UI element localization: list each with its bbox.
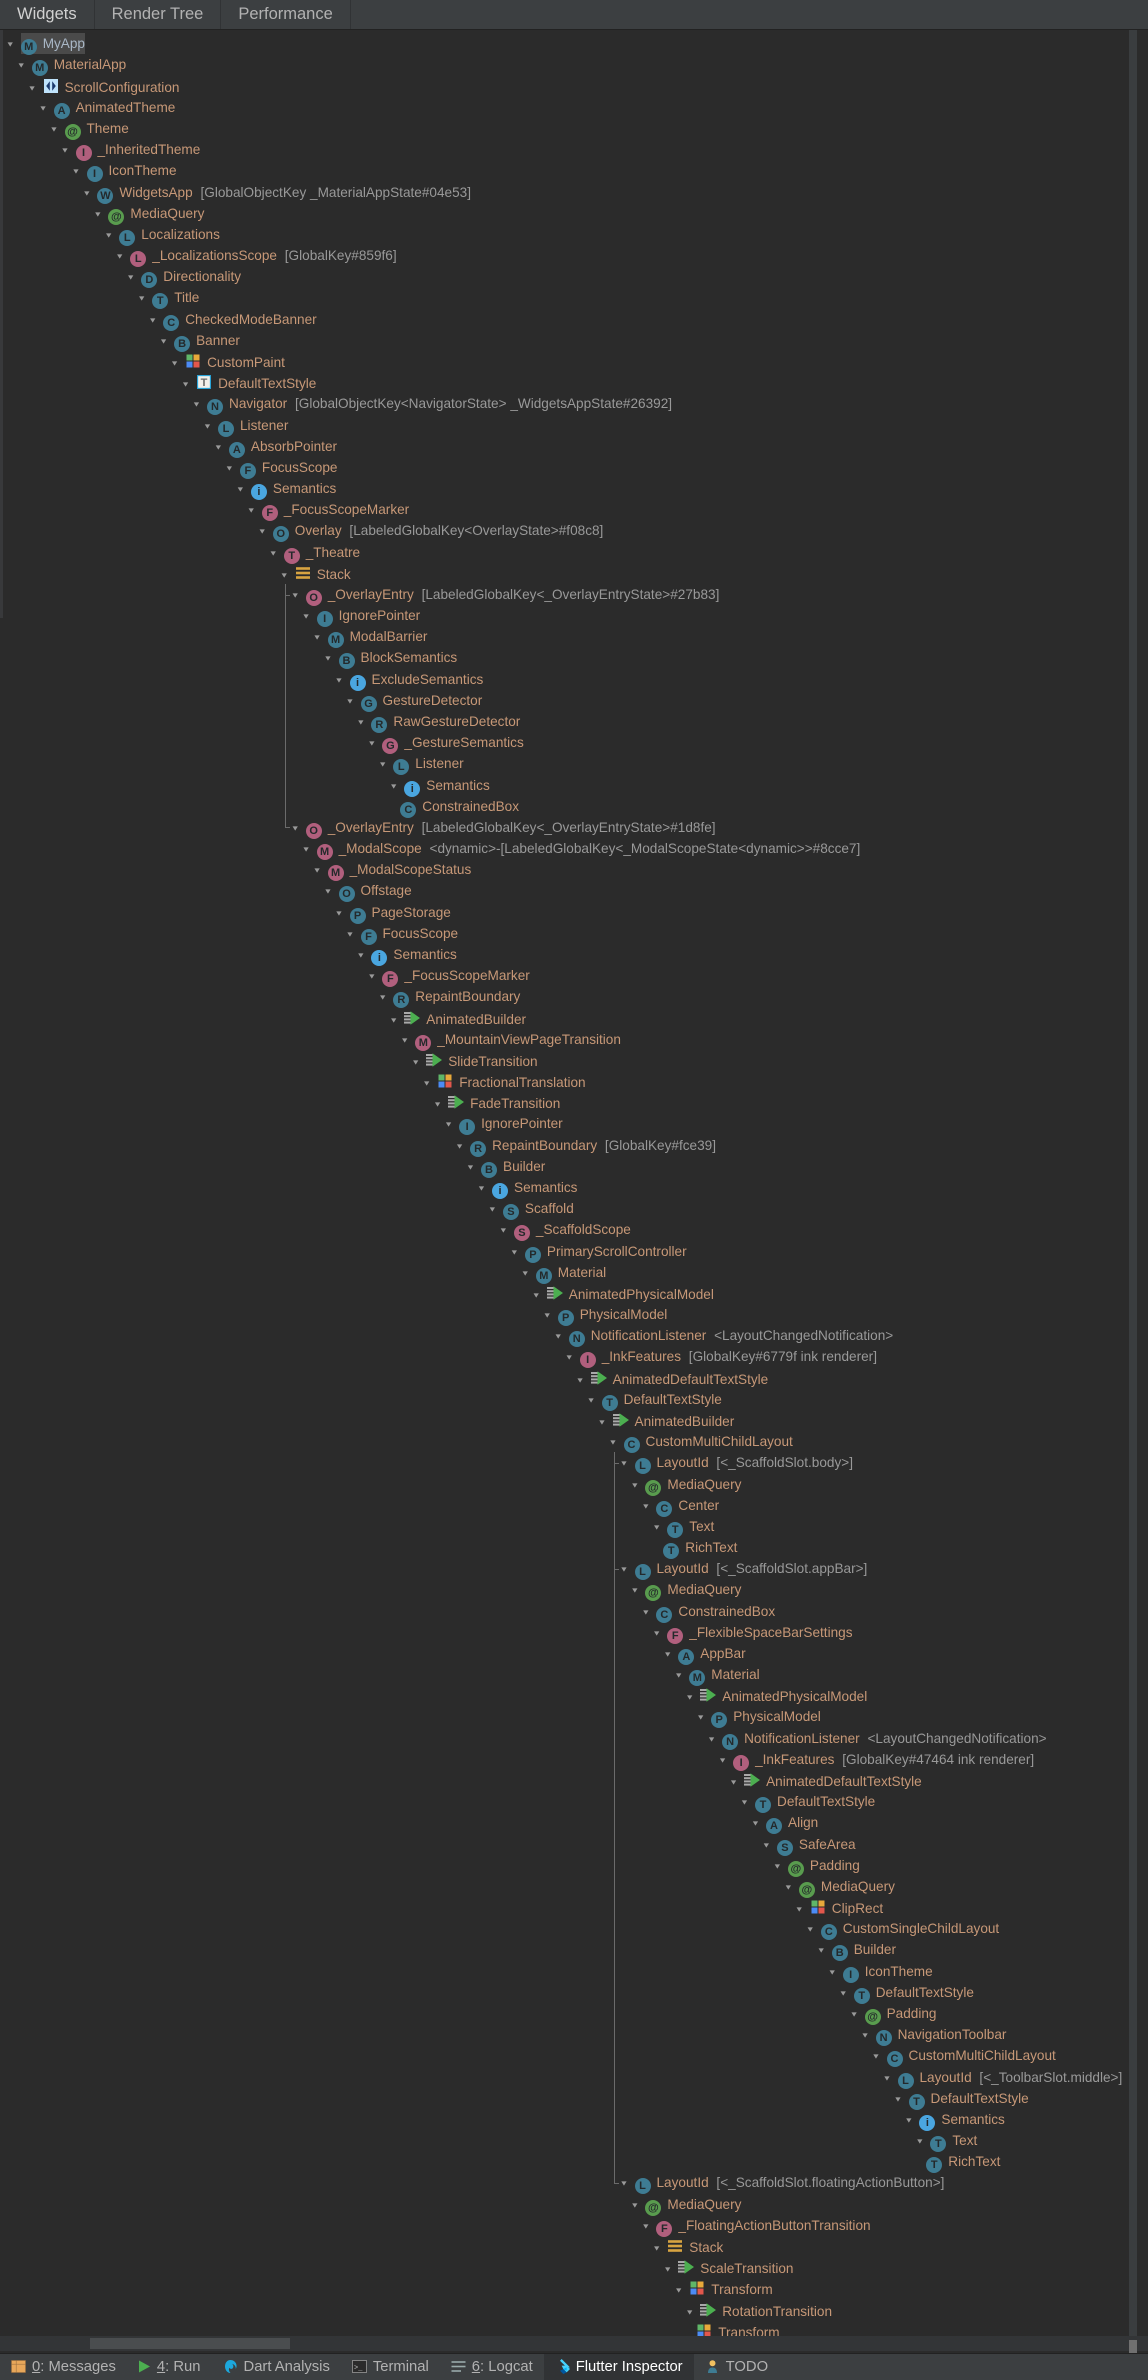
svg-text:>_: >_ [354,2365,363,2373]
svg-text:T: T [201,377,208,389]
